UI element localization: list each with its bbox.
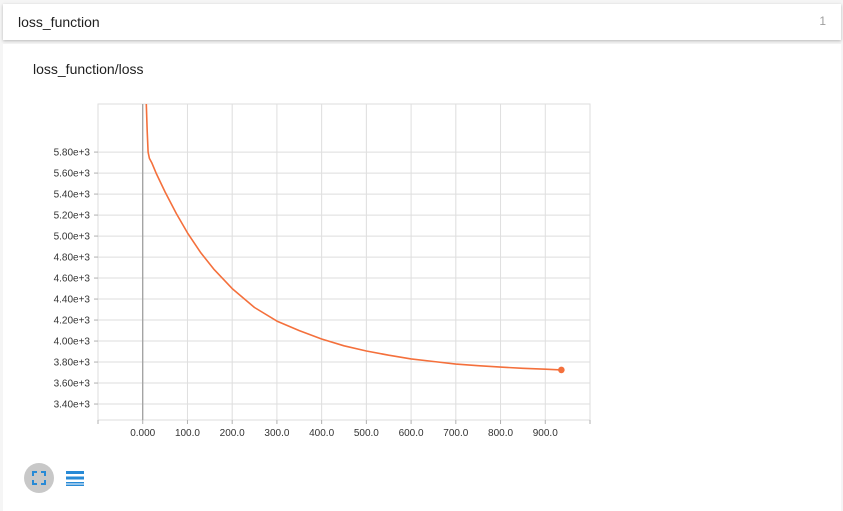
grid-lines <box>97 103 591 421</box>
fullscreen-icon <box>32 471 46 485</box>
section-header[interactable]: loss_function 1 <box>3 4 841 40</box>
x-tick-label: 600.0 <box>399 428 424 439</box>
x-tick-label: 900.0 <box>533 428 558 439</box>
y-tick-label: 4.80e+3 <box>54 253 91 264</box>
y-tick-label: 5.40e+3 <box>54 190 91 201</box>
plot-frame <box>97 103 591 421</box>
x-tick-label: 500.0 <box>354 428 379 439</box>
axes <box>94 104 591 424</box>
x-tick-label: 200.0 <box>220 428 245 439</box>
toggle-data-button[interactable] <box>60 463 90 493</box>
y-tick-label: 4.00e+3 <box>54 337 91 348</box>
y-tick-label: 5.00e+3 <box>54 232 91 243</box>
x-tick-label: 700.0 <box>443 428 468 439</box>
x-tick-labels: 0.000 100.0 200.0 300.0 400.0 500.0 600.0 700.0… <box>130 428 558 439</box>
chart-title: loss_function/loss <box>33 61 144 77</box>
y-tick-label: 3.40e+3 <box>54 400 91 411</box>
y-tick-label: 3.60e+3 <box>54 379 91 390</box>
y-tick-label: 4.60e+3 <box>54 274 91 285</box>
loss-chart[interactable]: 3.40e+3 3.60e+3 3.80e+3 4.00e+3 4.20e+3 4.40e… <box>33 102 593 442</box>
y-tick-label: 5.20e+3 <box>54 211 91 222</box>
y-tick-label: 3.80e+3 <box>54 358 91 369</box>
x-tick-label: 0.000 <box>130 428 155 439</box>
expand-chart-button[interactable] <box>24 463 54 493</box>
series-layer <box>145 103 565 374</box>
chart-card: loss_function/loss 3.40e+3 3.60e+3 3.80e+3… <box>3 44 841 511</box>
y-tick-label: 5.60e+3 <box>54 169 91 180</box>
y-tick-label: 4.40e+3 <box>54 295 91 306</box>
x-tick-label: 300.0 <box>264 428 289 439</box>
y-tick-label: 4.20e+3 <box>54 316 91 327</box>
series-end-point[interactable] <box>558 366 565 374</box>
section-count: 1 <box>819 14 826 28</box>
section-title: loss_function <box>18 14 100 30</box>
y-tick-label: 5.80e+3 <box>54 148 91 159</box>
x-tick-label: 400.0 <box>309 428 334 439</box>
y-tick-labels: 3.40e+3 3.60e+3 3.80e+3 4.00e+3 4.20e+3 4.40e… <box>54 148 91 411</box>
series-line <box>145 103 562 371</box>
x-tick-label: 800.0 <box>488 428 513 439</box>
list-icon <box>66 471 84 486</box>
x-tick-label: 100.0 <box>175 428 200 439</box>
